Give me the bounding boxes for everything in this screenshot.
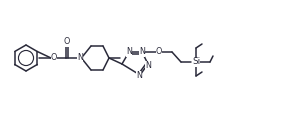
Text: N: N: [77, 54, 83, 62]
Text: N: N: [136, 70, 142, 79]
Text: N: N: [126, 47, 132, 57]
Text: O: O: [51, 54, 57, 62]
Text: O: O: [156, 47, 162, 57]
Text: Si: Si: [192, 57, 200, 67]
Text: N: N: [139, 47, 145, 57]
Text: N: N: [145, 60, 151, 69]
Text: O: O: [64, 37, 70, 47]
